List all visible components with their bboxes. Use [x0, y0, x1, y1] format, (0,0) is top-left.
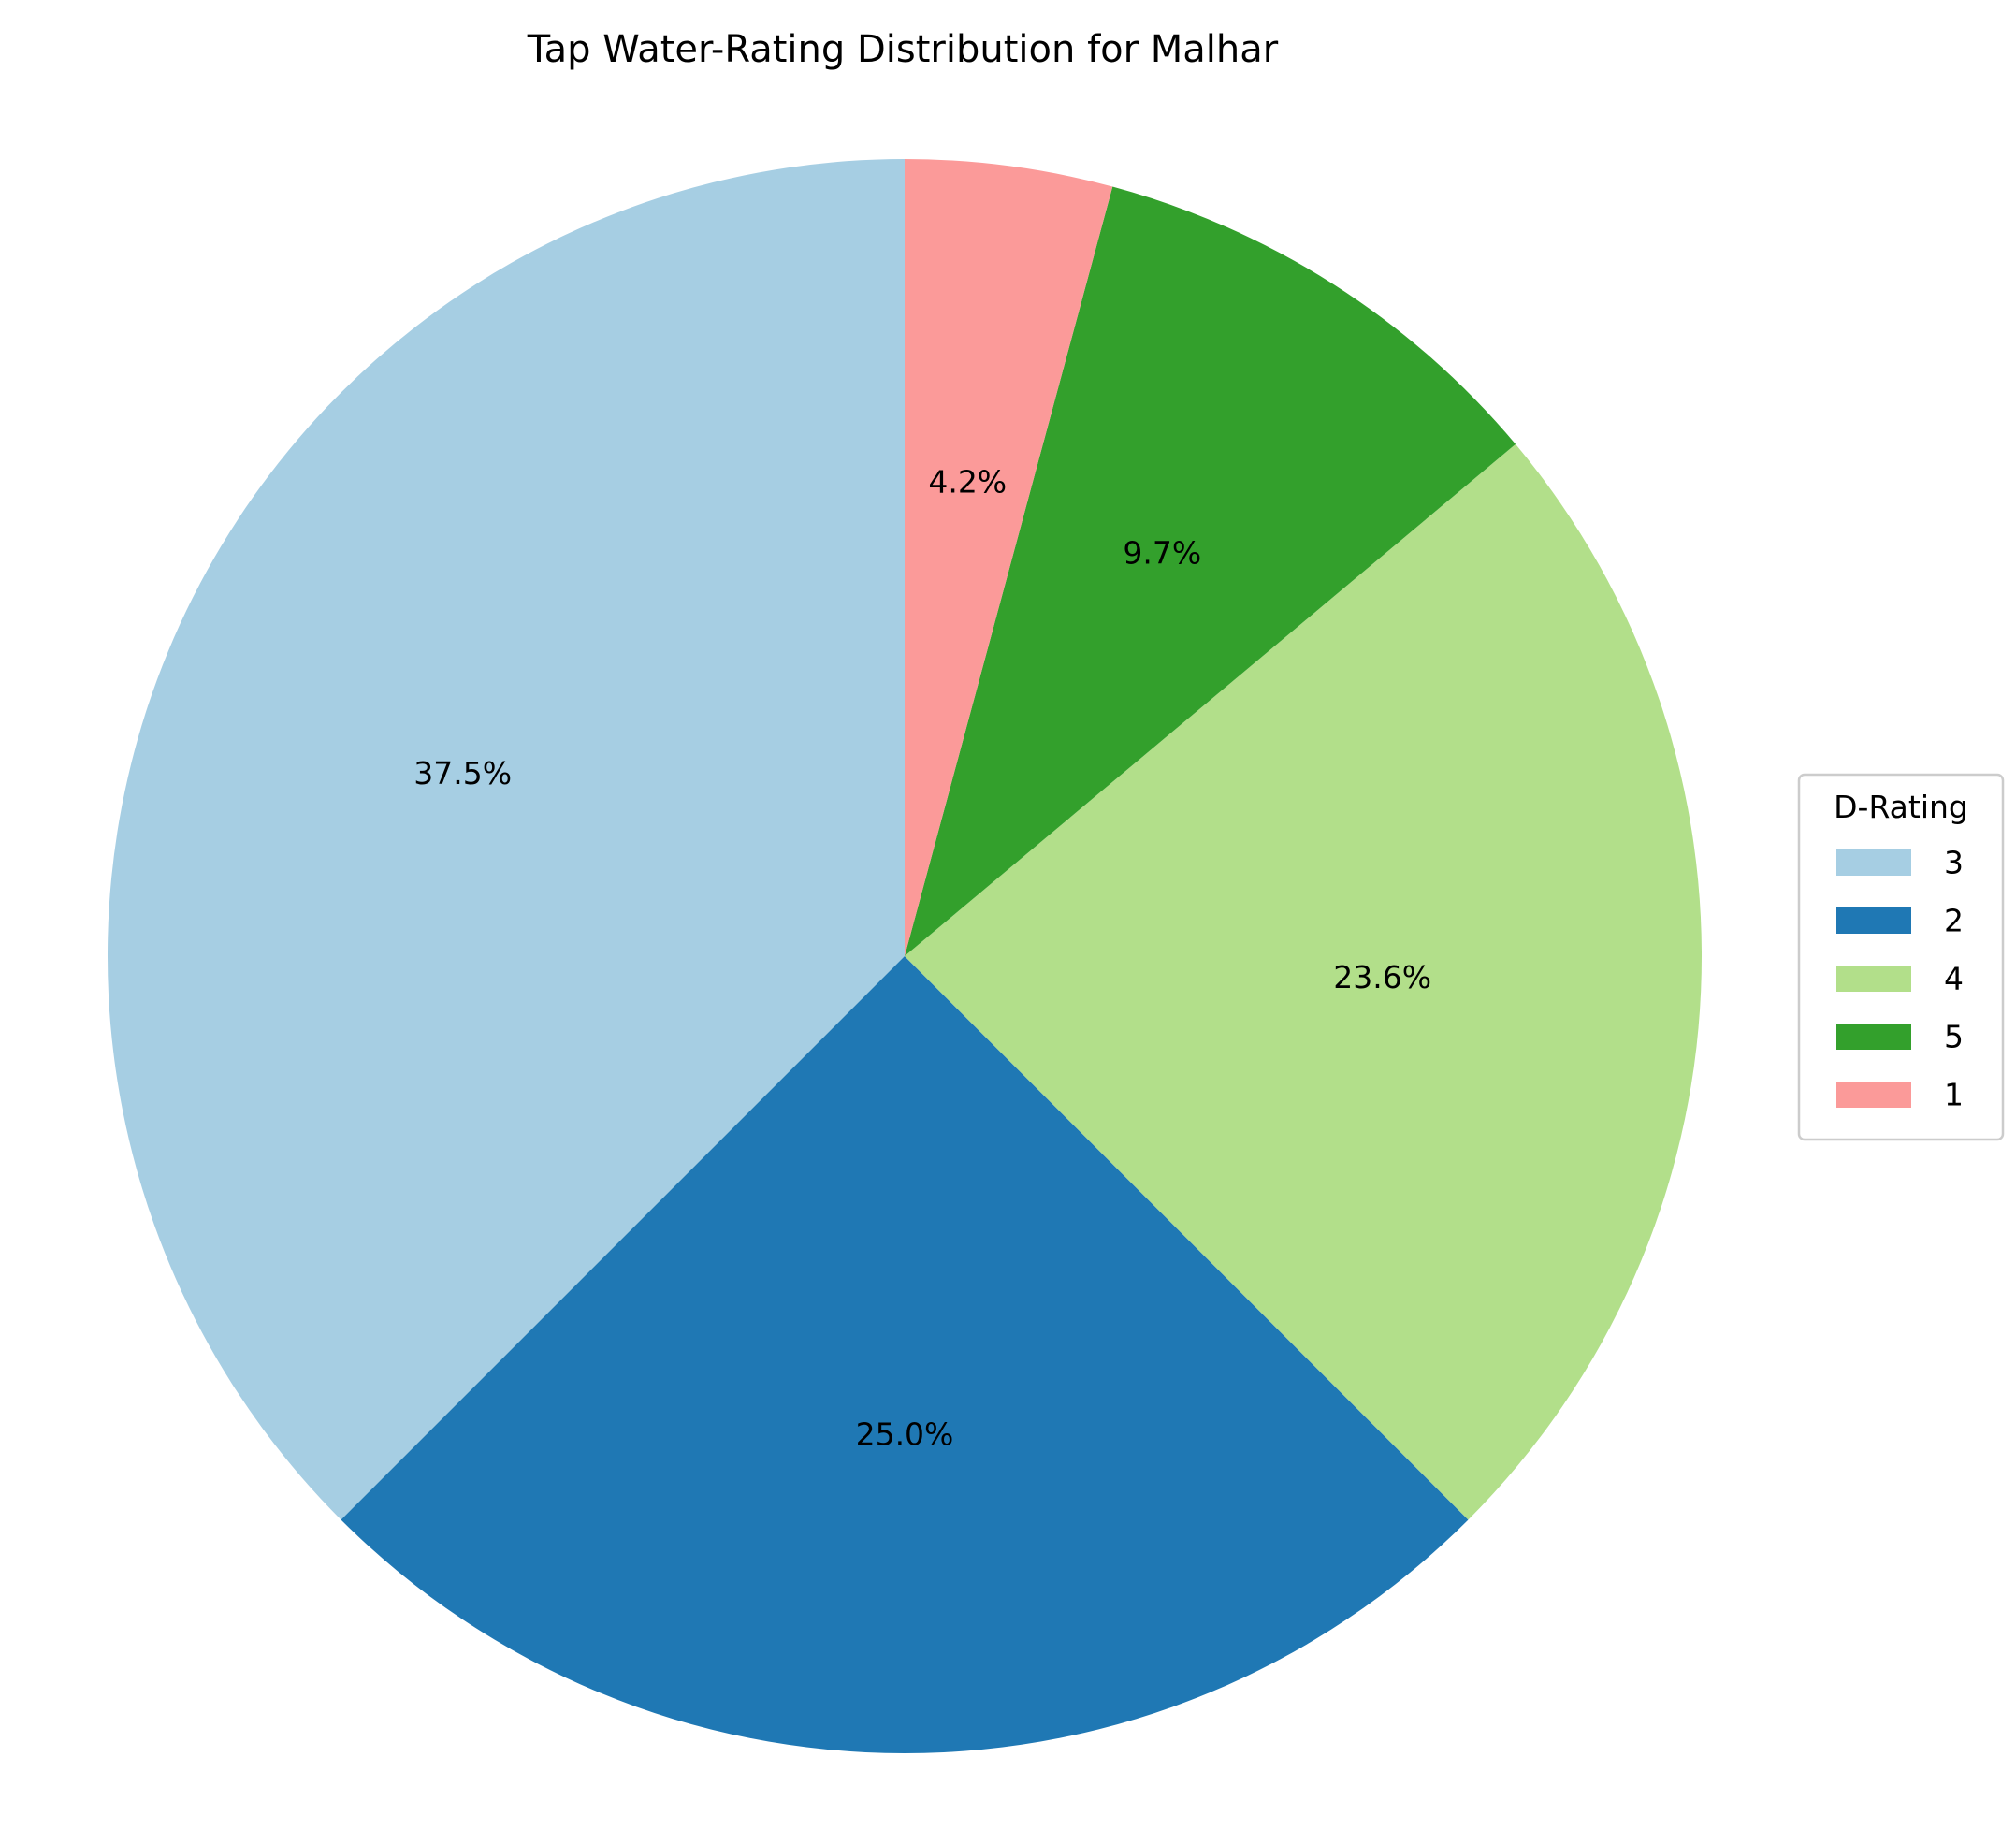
legend-label-rating-1: 1	[1944, 1077, 1964, 1113]
pie-slice-rating-1	[905, 159, 1113, 956]
chart-title: Tap Water-Rating Distribution for Malhar	[527, 28, 1279, 71]
legend-label-rating-5: 5	[1944, 1019, 1964, 1055]
pie-label-rating-2: 25.0%	[856, 1416, 954, 1453]
legend-label-rating-2: 2	[1944, 903, 1964, 939]
legend-label-rating-3: 3	[1944, 845, 1964, 881]
legend-swatch-rating-5	[1836, 1024, 1911, 1050]
pie-label-rating-3: 37.5%	[413, 755, 512, 791]
legend: D-Rating 3 2 4 5 1	[1797, 773, 2005, 1141]
pie-label-rating-1: 4.2%	[928, 464, 1007, 501]
legend-swatch-rating-3	[1836, 849, 1911, 876]
legend-items: 3 2 4 5 1	[1836, 845, 1964, 1113]
pie-slices	[107, 159, 1702, 1754]
pie-slice-rating-2	[341, 956, 1469, 1754]
pie-percentage-labels: 37.5% 25.0% 23.6% 9.7% 4.2%	[413, 464, 1431, 1453]
pie-label-rating-4: 23.6%	[1333, 959, 1431, 995]
legend-swatch-rating-2	[1836, 907, 1911, 934]
pie-slice-rating-3	[107, 159, 905, 1520]
pie-slice-rating-5	[905, 186, 1516, 956]
legend-title: D-Rating	[1834, 789, 1968, 825]
pie-slice-rating-4	[905, 443, 1702, 1520]
legend-label-rating-4: 4	[1944, 961, 1964, 997]
pie-label-rating-5: 9.7%	[1123, 535, 1201, 572]
legend-swatch-rating-1	[1836, 1082, 1911, 1108]
legend-swatch-rating-4	[1836, 966, 1911, 992]
